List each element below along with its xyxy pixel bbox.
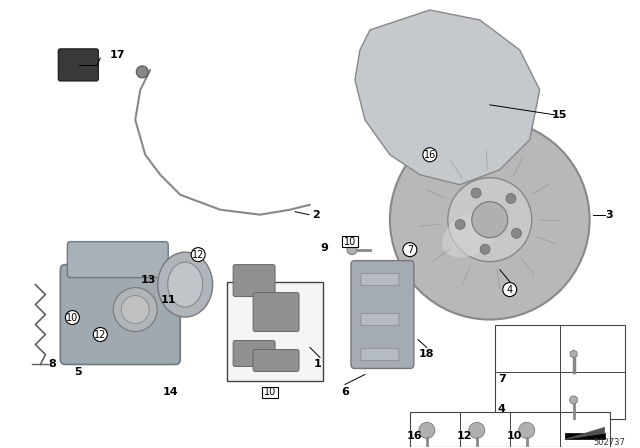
Circle shape [423, 148, 437, 162]
FancyBboxPatch shape [227, 282, 323, 381]
Circle shape [468, 422, 484, 438]
Text: 5: 5 [74, 367, 82, 378]
FancyBboxPatch shape [361, 314, 399, 326]
Circle shape [480, 244, 490, 254]
Circle shape [511, 228, 522, 238]
Text: 11: 11 [161, 295, 176, 305]
Circle shape [506, 194, 516, 203]
FancyBboxPatch shape [495, 324, 625, 419]
Text: 10: 10 [264, 388, 276, 397]
Text: 4: 4 [498, 405, 506, 414]
Text: 12: 12 [192, 250, 204, 260]
FancyBboxPatch shape [58, 49, 99, 81]
FancyBboxPatch shape [253, 349, 299, 371]
Circle shape [93, 327, 108, 341]
Text: 10: 10 [66, 313, 79, 323]
Ellipse shape [442, 212, 497, 258]
Circle shape [191, 248, 205, 262]
Circle shape [570, 396, 578, 404]
FancyBboxPatch shape [253, 293, 299, 332]
Circle shape [113, 288, 157, 332]
Text: 10: 10 [507, 431, 522, 441]
Text: 18: 18 [419, 349, 435, 359]
FancyBboxPatch shape [342, 236, 358, 247]
Circle shape [65, 310, 79, 324]
Text: 12: 12 [457, 431, 472, 441]
Text: 12: 12 [94, 330, 106, 340]
Text: 14: 14 [163, 388, 178, 397]
Circle shape [122, 296, 149, 323]
FancyBboxPatch shape [233, 265, 275, 297]
Text: 17: 17 [109, 50, 125, 60]
Text: 502737: 502737 [594, 438, 625, 447]
Text: 1: 1 [314, 359, 322, 370]
Text: 4: 4 [507, 284, 513, 295]
Circle shape [347, 245, 357, 254]
Text: 9: 9 [320, 243, 328, 253]
Circle shape [448, 178, 532, 262]
Text: 15: 15 [552, 110, 567, 120]
Polygon shape [355, 10, 540, 185]
FancyBboxPatch shape [351, 261, 414, 368]
FancyBboxPatch shape [67, 241, 168, 278]
FancyBboxPatch shape [361, 274, 399, 285]
FancyBboxPatch shape [410, 413, 609, 448]
Text: 8: 8 [49, 359, 56, 370]
Circle shape [136, 66, 148, 78]
Text: 13: 13 [141, 275, 156, 284]
FancyBboxPatch shape [262, 387, 278, 398]
Circle shape [403, 243, 417, 257]
FancyBboxPatch shape [233, 340, 275, 366]
Text: 7: 7 [498, 375, 506, 384]
Text: 2: 2 [312, 210, 320, 220]
Text: 16: 16 [407, 431, 422, 441]
Circle shape [503, 283, 516, 297]
Ellipse shape [168, 262, 203, 307]
Polygon shape [570, 350, 577, 358]
FancyBboxPatch shape [361, 349, 399, 361]
Text: 16: 16 [424, 150, 436, 160]
Text: 10: 10 [344, 237, 356, 247]
Polygon shape [564, 427, 605, 439]
FancyBboxPatch shape [60, 265, 180, 365]
Circle shape [518, 422, 534, 438]
Polygon shape [564, 433, 605, 439]
Ellipse shape [157, 252, 212, 317]
Text: 6: 6 [341, 388, 349, 397]
Circle shape [419, 422, 435, 438]
Text: 3: 3 [606, 210, 613, 220]
Circle shape [390, 120, 589, 319]
Circle shape [455, 220, 465, 229]
Text: 7: 7 [407, 245, 413, 254]
Circle shape [471, 188, 481, 198]
Circle shape [472, 202, 508, 237]
